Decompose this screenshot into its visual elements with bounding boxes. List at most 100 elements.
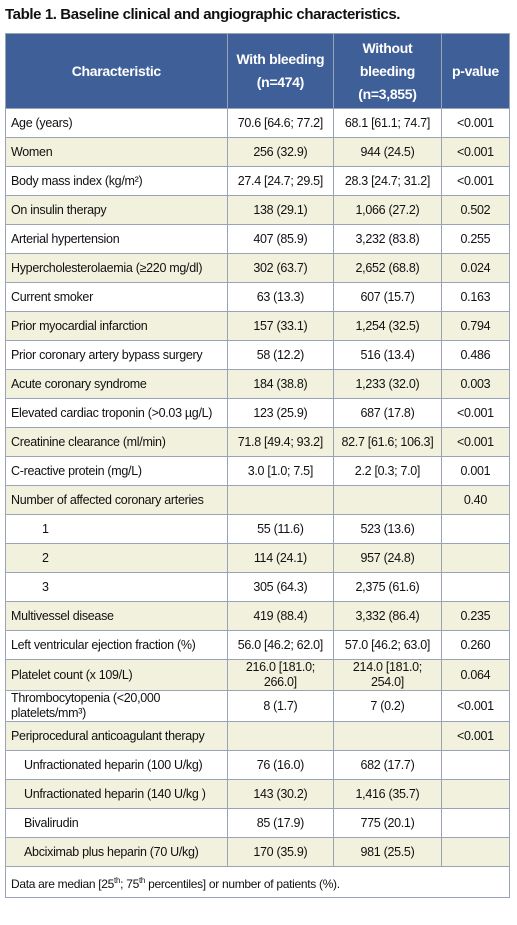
table-title: Table 1. Baseline clinical and angiograp…	[5, 6, 401, 23]
table-row: Bivalirudin 85 (17.9) 775 (20.1)	[5, 808, 511, 838]
header-cell: p-value	[440, 33, 511, 109]
table-cell: Hypercholesterolaemia (≥220 mg/dl)	[5, 253, 228, 283]
table-cell: 71.8 [49.4; 93.2]	[226, 427, 335, 457]
table-cell: 0.260	[440, 630, 511, 660]
table-cell: Elevated cardiac troponin (>0.03 µg/L)	[5, 398, 228, 428]
table-cell: <0.001	[440, 690, 511, 722]
table-cell: 184 (38.8)	[226, 369, 335, 399]
table-cell: 27.4 [24.7; 29.5]	[226, 166, 335, 196]
table-cell: Abciximab plus heparin (70 U/kg)	[5, 837, 228, 867]
table-cell: 1,416 (35.7)	[333, 779, 442, 809]
table-cell	[440, 514, 511, 544]
table-cell	[440, 837, 511, 867]
table-cell: 2	[5, 543, 228, 573]
table-cell	[440, 543, 511, 573]
table-cell	[440, 750, 511, 780]
footnote-text: th	[138, 875, 146, 885]
table-cell: Women	[5, 137, 228, 167]
table-cell: 687 (17.8)	[333, 398, 442, 428]
table-cell: 56.0 [46.2; 62.0]	[226, 630, 335, 660]
table-cell: 82.7 [61.6; 106.3]	[333, 427, 442, 457]
table-row: 3 305 (64.3) 2,375 (61.6)	[5, 572, 511, 602]
table-cell: Unfractionated heparin (100 U/kg)	[5, 750, 228, 780]
table-cell: 1,066 (27.2)	[333, 195, 442, 225]
table-cell: 256 (32.9)	[226, 137, 335, 167]
table-cell: 85 (17.9)	[226, 808, 335, 838]
table-cell	[333, 485, 442, 515]
table-cell: 302 (63.7)	[226, 253, 335, 283]
table-cell: 775 (20.1)	[333, 808, 442, 838]
table-cell: <0.001	[440, 427, 511, 457]
table-row: 2 114 (24.1) 957 (24.8)	[5, 543, 511, 573]
table-cell: Bivalirudin	[5, 808, 228, 838]
table-cell: 407 (85.9)	[226, 224, 335, 254]
table-cell: 216.0 [181.0; 266.0]	[226, 659, 335, 691]
table-cell: Prior myocardial infarction	[5, 311, 228, 341]
table-cell: 70.6 [64.6; 77.2]	[226, 108, 335, 138]
table-row: Elevated cardiac troponin (>0.03 µg/L) 12…	[5, 398, 511, 428]
table-cell: Number of affected coronary arteries	[5, 485, 228, 515]
table-cell: 682 (17.7)	[333, 750, 442, 780]
table-cell: 1	[5, 514, 228, 544]
table-cell: 138 (29.1)	[226, 195, 335, 225]
header-cell: Characteristic	[5, 33, 228, 109]
table-cell: C-reactive protein (mg/L)	[5, 456, 228, 486]
table-cell: On insulin therapy	[5, 195, 228, 225]
table-cell: Left ventricular ejection fraction (%)	[5, 630, 228, 660]
table-cell	[226, 485, 335, 515]
table-cell: Thrombocytopenia (<20,000 platelets/mm³)	[5, 690, 228, 722]
table-cell	[440, 779, 511, 809]
table-row: Periprocedural anticoagulant therapy <0.0…	[5, 721, 511, 751]
table-cell: 0.001	[440, 456, 511, 486]
table-cell: 0.486	[440, 340, 511, 370]
table-cell: 114 (24.1)	[226, 543, 335, 573]
table-cell: 607 (15.7)	[333, 282, 442, 312]
table-cell	[333, 721, 442, 751]
table-cell: Current smoker	[5, 282, 228, 312]
table-cell: 0.794	[440, 311, 511, 341]
table-cell: 944 (24.5)	[333, 137, 442, 167]
table-row: Current smoker 63 (13.3) 607 (15.7) 0.163	[5, 282, 511, 312]
footnote-text: ; 75	[120, 876, 139, 891]
table-cell: <0.001	[440, 166, 511, 196]
table-row: Abciximab plus heparin (70 U/kg) 170 (35.…	[5, 837, 511, 867]
table-cell: 7 (0.2)	[333, 690, 442, 722]
table-cell: Prior coronary artery bypass surgery	[5, 340, 228, 370]
table-row: 1 55 (11.6) 523 (13.6)	[5, 514, 511, 544]
table-cell: 0.024	[440, 253, 511, 283]
table: Characteristic With bleeding (n=474) Witho…	[5, 33, 511, 898]
footnote: Data are median [25th; 75th percentiles]…	[5, 866, 510, 898]
table-row: Number of affected coronary arteries 0.40	[5, 485, 511, 515]
table-cell: <0.001	[440, 398, 511, 428]
table-row: Hypercholesterolaemia (≥220 mg/dl) 302 (6…	[5, 253, 511, 283]
table-cell: 3.0 [1.0; 7.5]	[226, 456, 335, 486]
table-cell: 143 (30.2)	[226, 779, 335, 809]
table-row: Platelet count (x 109/L) 216.0 [181.0; 26…	[5, 659, 511, 691]
table-cell: 523 (13.6)	[333, 514, 442, 544]
table-cell	[440, 572, 511, 602]
table-cell: 0.255	[440, 224, 511, 254]
table-cell: 305 (64.3)	[226, 572, 335, 602]
table-cell: 957 (24.8)	[333, 543, 442, 573]
table-cell: Arterial hypertension	[5, 224, 228, 254]
table-row: Unfractionated heparin (100 U/kg) 76 (16.…	[5, 750, 511, 780]
table-cell: Unfractionated heparin (140 U/kg )	[5, 779, 228, 809]
table-cell: 0.064	[440, 659, 511, 691]
footnote-row: Data are median [25th; 75th percentiles]…	[5, 866, 510, 898]
table-cell: 214.0 [181.0; 254.0]	[333, 659, 442, 691]
table-cell: 63 (13.3)	[226, 282, 335, 312]
table-cell: 3	[5, 572, 228, 602]
table-cell: <0.001	[440, 721, 511, 751]
table-cell: 0.40	[440, 485, 511, 515]
table-cell: 76 (16.0)	[226, 750, 335, 780]
table-cell: 55 (11.6)	[226, 514, 335, 544]
table-row: Body mass index (kg/m²) 27.4 [24.7; 29.5]…	[5, 166, 511, 196]
table-cell: 8 (1.7)	[226, 690, 335, 722]
table-row: Prior myocardial infarction 157 (33.1) 1,2…	[5, 311, 511, 341]
table-cell: Multivessel disease	[5, 601, 228, 631]
table-row: C-reactive protein (mg/L) 3.0 [1.0; 7.5] 2…	[5, 456, 511, 486]
table-cell: 157 (33.1)	[226, 311, 335, 341]
table-cell: 28.3 [24.7; 31.2]	[333, 166, 442, 196]
table-cell: 981 (25.5)	[333, 837, 442, 867]
table-cell: 3,232 (83.8)	[333, 224, 442, 254]
